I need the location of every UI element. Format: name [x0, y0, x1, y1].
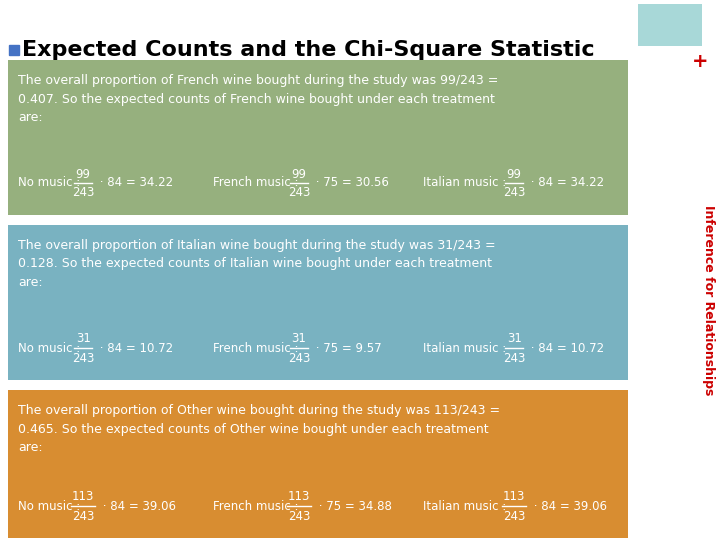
Text: 243: 243: [288, 186, 310, 199]
Bar: [8, 225, 628, 380]
Bar: [8, 60, 628, 215]
Text: · 84 = 10.72: · 84 = 10.72: [96, 341, 174, 354]
Text: 31: 31: [76, 333, 91, 346]
Text: · 75 = 30.56: · 75 = 30.56: [312, 177, 389, 190]
Text: · 84 = 34.22: · 84 = 34.22: [527, 177, 604, 190]
Text: 243: 243: [503, 352, 526, 365]
Text: 243: 243: [72, 186, 94, 199]
Bar: [8, 390, 628, 538]
Text: · 75 = 9.57: · 75 = 9.57: [312, 341, 382, 354]
Text: 99: 99: [292, 167, 307, 180]
Text: 243: 243: [288, 510, 310, 523]
Text: 113: 113: [72, 490, 94, 503]
Text: 31: 31: [292, 333, 307, 346]
Text: No music :: No music :: [18, 177, 84, 190]
Text: · 84 = 10.72: · 84 = 10.72: [527, 341, 604, 354]
Text: 243: 243: [503, 186, 526, 199]
Text: 113: 113: [288, 490, 310, 503]
Text: · 84 = 34.22: · 84 = 34.22: [96, 177, 174, 190]
Text: +: +: [692, 52, 708, 71]
Text: Expected Counts and the Chi-Square Statistic: Expected Counts and the Chi-Square Stati…: [22, 40, 595, 60]
Text: Inference for Relationships: Inference for Relationships: [701, 205, 714, 395]
Text: Italian music :: Italian music :: [423, 177, 510, 190]
Text: Italian music :: Italian music :: [423, 341, 510, 354]
Text: · 75 = 34.88: · 75 = 34.88: [315, 500, 392, 512]
Text: 99: 99: [76, 167, 91, 180]
Text: The overall proportion of Italian wine bought during the study was 31/243 =
0.12: The overall proportion of Italian wine b…: [18, 239, 495, 289]
Text: 243: 243: [503, 510, 526, 523]
Text: 113: 113: [503, 490, 526, 503]
Text: Italian music :: Italian music :: [423, 500, 510, 512]
Text: 243: 243: [288, 352, 310, 365]
Text: · 84 = 39.06: · 84 = 39.06: [99, 500, 176, 512]
Text: No music :: No music :: [18, 341, 84, 354]
Text: 243: 243: [72, 352, 94, 365]
Text: French music :: French music :: [213, 177, 302, 190]
Text: 99: 99: [507, 167, 522, 180]
Text: The overall proportion of Other wine bought during the study was 113/243 =
0.465: The overall proportion of Other wine bou…: [18, 404, 500, 454]
Text: The overall proportion of French wine bought during the study was 99/243 =
0.407: The overall proportion of French wine bo…: [18, 74, 498, 124]
Bar: [638, 4, 702, 46]
Text: No music :: No music :: [18, 500, 84, 512]
Text: 31: 31: [507, 333, 521, 346]
Text: · 84 = 39.06: · 84 = 39.06: [530, 500, 607, 512]
Text: French music :: French music :: [213, 341, 302, 354]
Text: French music :: French music :: [213, 500, 302, 512]
Text: 243: 243: [72, 510, 94, 523]
